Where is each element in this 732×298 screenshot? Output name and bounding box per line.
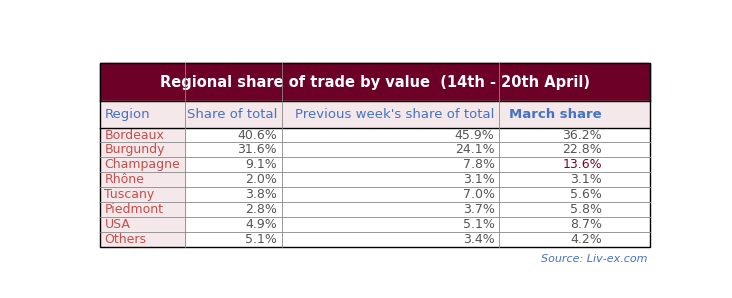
Text: Rhône: Rhône: [105, 173, 144, 186]
Text: Previous week's share of total: Previous week's share of total: [295, 108, 495, 121]
Bar: [100, 172, 185, 187]
Text: 31.6%: 31.6%: [238, 143, 277, 156]
Text: 5.1%: 5.1%: [463, 218, 495, 231]
Text: 4.9%: 4.9%: [245, 218, 277, 231]
Bar: [100, 217, 185, 232]
Text: Source: Liv-ex.com: Source: Liv-ex.com: [541, 254, 648, 264]
Text: 8.7%: 8.7%: [570, 218, 602, 231]
Text: 9.1%: 9.1%: [245, 158, 277, 171]
Text: 3.1%: 3.1%: [463, 173, 495, 186]
Bar: [100, 157, 185, 172]
Text: Bordeaux: Bordeaux: [105, 128, 164, 142]
Bar: [100, 187, 185, 202]
Text: 3.4%: 3.4%: [463, 233, 495, 246]
Text: Share of total: Share of total: [187, 108, 277, 121]
Text: Piedmont: Piedmont: [105, 203, 163, 216]
Text: 3.7%: 3.7%: [463, 203, 495, 216]
Bar: [100, 128, 650, 142]
Text: 3.8%: 3.8%: [245, 188, 277, 201]
Text: 5.1%: 5.1%: [245, 233, 277, 246]
Bar: [100, 187, 650, 202]
Text: 7.0%: 7.0%: [463, 188, 495, 201]
Bar: [100, 142, 185, 157]
Text: 5.6%: 5.6%: [570, 188, 602, 201]
Text: Tuscany: Tuscany: [105, 188, 154, 201]
Text: 4.2%: 4.2%: [570, 233, 602, 246]
Text: 40.6%: 40.6%: [237, 128, 277, 142]
Text: Region: Region: [105, 108, 150, 121]
Bar: [100, 217, 650, 232]
Text: March share: March share: [509, 108, 602, 121]
Bar: [100, 142, 650, 157]
Text: 22.8%: 22.8%: [562, 143, 602, 156]
Text: 5.8%: 5.8%: [570, 203, 602, 216]
Text: 3.1%: 3.1%: [570, 173, 602, 186]
Bar: [100, 157, 650, 172]
Text: 7.8%: 7.8%: [463, 158, 495, 171]
Bar: [100, 232, 650, 247]
Text: Regional share of trade by value  (14th - 20th April): Regional share of trade by value (14th -…: [160, 75, 590, 90]
Text: Champagne: Champagne: [105, 158, 180, 171]
Text: Burgundy: Burgundy: [105, 143, 165, 156]
Text: 13.6%: 13.6%: [562, 158, 602, 171]
Bar: [100, 172, 650, 187]
Bar: [100, 232, 185, 247]
Text: 2.8%: 2.8%: [245, 203, 277, 216]
Bar: [100, 202, 650, 217]
Text: 2.0%: 2.0%: [245, 173, 277, 186]
Text: 45.9%: 45.9%: [455, 128, 495, 142]
Bar: [100, 202, 185, 217]
Text: USA: USA: [105, 218, 130, 231]
Text: 24.1%: 24.1%: [455, 143, 495, 156]
Text: 36.2%: 36.2%: [562, 128, 602, 142]
Bar: [100, 128, 185, 142]
Text: Others: Others: [105, 233, 146, 246]
